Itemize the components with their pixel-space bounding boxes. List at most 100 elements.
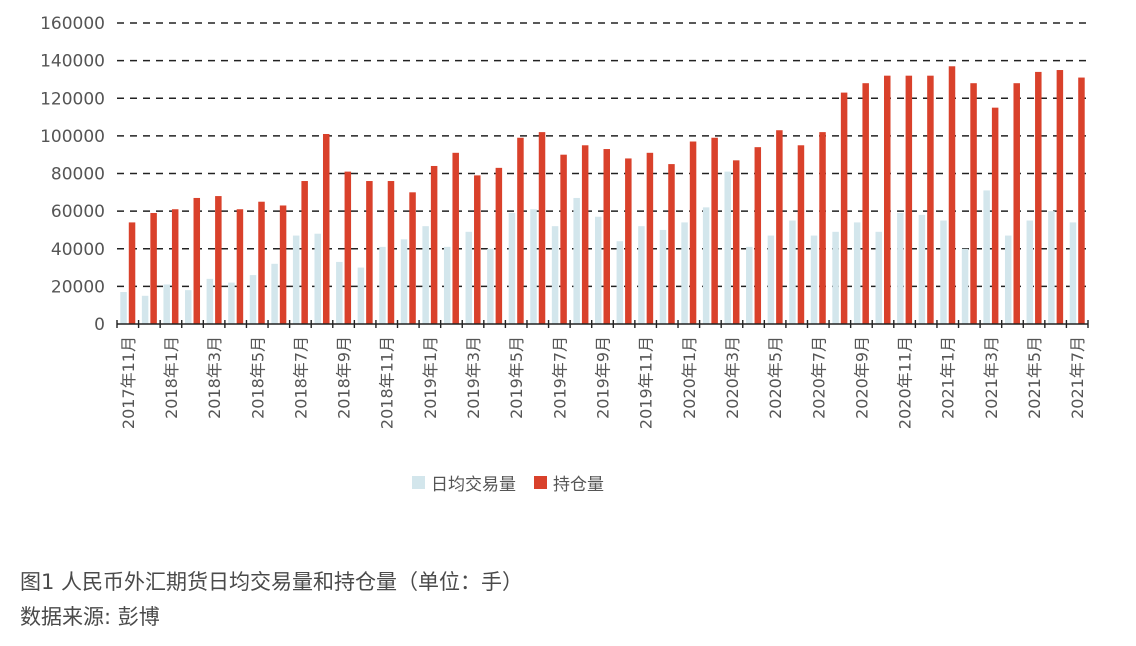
x-tick-label: 2021年3月 (982, 336, 1001, 419)
bar-open-interest (927, 75, 934, 324)
x-tick-label: 2018年1月 (162, 336, 181, 419)
bar-daily-volume (228, 282, 235, 324)
bar-daily-volume (616, 241, 624, 324)
bar-daily-volume (875, 231, 883, 324)
bar-daily-volume (961, 248, 969, 324)
legend-swatch-daily-volume (412, 475, 425, 489)
y-tick-label: 60000 (51, 202, 105, 222)
bar-chart: 0 20000 40000 60000 80000 100000 120000 140000 1… (40, 14, 1089, 429)
bar-open-interest (884, 75, 891, 324)
x-tick-label: 2021年5月 (1025, 336, 1044, 419)
bar-open-interest (625, 158, 632, 324)
bar-open-interest (258, 201, 265, 324)
bar-daily-volume (336, 261, 343, 324)
legend-item-open-interest: 持仓量 (534, 470, 604, 495)
x-tick-label: 2019年1月 (421, 336, 440, 419)
bar-open-interest (495, 167, 503, 324)
legend-item-daily-volume: 日均交易量 (412, 470, 516, 495)
bar-daily-volume (292, 235, 300, 324)
bar-open-interest (776, 130, 783, 324)
x-axis (116, 320, 1089, 328)
bar-open-interest (1056, 70, 1064, 324)
bar-daily-volume (638, 226, 645, 324)
bar-open-interest (301, 181, 308, 324)
bar-open-interest (236, 209, 244, 324)
bar-daily-volume (357, 267, 365, 324)
x-tick-label: 2017年11月 (119, 336, 138, 429)
y-tick-label: 120000 (40, 89, 105, 109)
bar-daily-volume (443, 246, 451, 324)
bar-open-interest (668, 164, 675, 324)
bar-daily-volume (141, 295, 149, 324)
bar-daily-volume (508, 213, 516, 324)
x-tick-label: 2019年9月 (594, 336, 613, 419)
bar-daily-volume (314, 233, 321, 324)
x-tick-label: 2020年1月 (680, 336, 699, 419)
x-axis-labels: 2017年11月 2018年1月 2018年3月 2018年5月 2018年7月 2018… (119, 336, 1087, 429)
bar-daily-volume (897, 213, 904, 324)
x-tick-label: 2018年7月 (291, 336, 310, 419)
bar-open-interest (430, 165, 438, 324)
bar-open-interest (862, 83, 869, 324)
x-tick-label: 2019年7月 (550, 336, 569, 419)
bar-open-interest (948, 66, 956, 325)
bar-daily-volume (1026, 220, 1034, 324)
bar-daily-volume (379, 246, 386, 324)
bar-daily-volume (746, 246, 753, 324)
bar-daily-volume (853, 222, 861, 324)
bar-open-interest (819, 132, 826, 324)
bar-open-interest (409, 192, 416, 324)
bar-open-interest (279, 205, 287, 324)
bar-open-interest (646, 152, 654, 324)
bar-daily-volume (163, 284, 170, 324)
bar-open-interest (387, 181, 395, 324)
bar-daily-volume (918, 214, 926, 324)
bar-daily-volume (120, 292, 127, 324)
bar-daily-volume (185, 290, 192, 324)
y-tick-label: 20000 (51, 277, 105, 297)
bar-open-interest (538, 132, 546, 324)
legend-label-daily-volume: 日均交易量 (431, 474, 516, 495)
bar-open-interest (560, 154, 567, 324)
bar-daily-volume (789, 220, 796, 324)
bar-daily-volume (573, 197, 580, 324)
bar-daily-volume (767, 235, 775, 324)
bar-open-interest (754, 147, 762, 324)
legend-swatch-open-interest (534, 475, 547, 489)
bar-daily-volume (400, 239, 408, 324)
bar-daily-volume (1048, 211, 1055, 324)
bar-open-interest (150, 213, 157, 324)
bar-open-interest (344, 171, 352, 324)
bar-open-interest (840, 92, 848, 324)
bar-open-interest (689, 141, 697, 324)
y-tick-label: 0 (94, 315, 105, 335)
y-tick-label: 40000 (51, 240, 105, 260)
bar-daily-volume (249, 275, 257, 324)
bar-daily-volume (530, 209, 537, 324)
bar-daily-volume (724, 171, 731, 324)
bar-open-interest (215, 196, 222, 324)
bar-open-interest (905, 75, 913, 324)
bar-daily-volume (271, 263, 278, 324)
x-tick-label: 2020年9月 (852, 336, 871, 419)
bar-daily-volume (702, 207, 710, 324)
bar-open-interest (517, 137, 524, 324)
bar-open-interest (581, 145, 589, 324)
x-tick-label: 2018年11月 (378, 336, 397, 429)
bar-open-interest (711, 137, 718, 324)
bar-daily-volume (659, 229, 667, 324)
legend-label-open-interest: 持仓量 (553, 474, 604, 495)
bar-open-interest (193, 197, 201, 324)
bar-open-interest (1035, 71, 1042, 324)
x-tick-label: 2018年9月 (335, 336, 354, 419)
figure-caption: 图1 人民币外汇期货日均交易量和持仓量（单位：手） (20, 570, 524, 594)
bar-daily-volume (983, 190, 990, 324)
y-axis-ticks: 0 20000 40000 60000 80000 100000 120000 140000 1… (40, 14, 105, 335)
bars (120, 66, 1085, 325)
legend: 日均交易量 持仓量 (412, 470, 622, 495)
gridlines (117, 22, 1088, 288)
bar-daily-volume (487, 248, 494, 324)
x-tick-label: 2020年11月 (896, 336, 915, 429)
bar-open-interest (732, 160, 740, 324)
x-tick-label: 2021年7月 (1068, 336, 1087, 419)
